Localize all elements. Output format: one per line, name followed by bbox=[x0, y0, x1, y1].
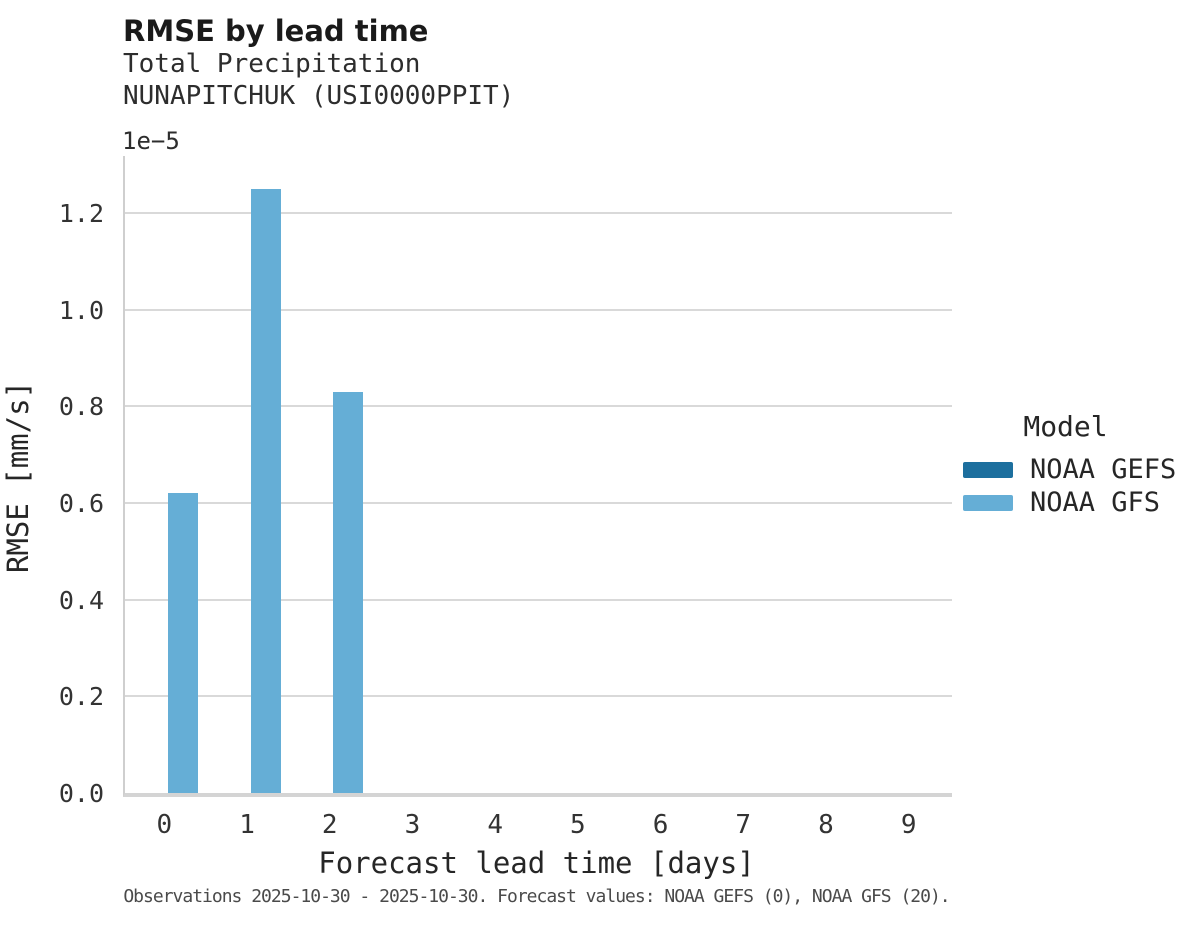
legend-entry-noaa-gefs: NOAA GEFS bbox=[963, 453, 1178, 486]
y-tick-label-1.0: 1.0 bbox=[58, 295, 104, 325]
legend-label-noaa-gefs: NOAA GEFS bbox=[1030, 454, 1177, 485]
y-tick-label-0.4: 0.4 bbox=[58, 585, 104, 615]
legend-entry-noaa-gfs: NOAA GFS bbox=[963, 486, 1178, 519]
gridline-y-0.4 bbox=[125, 598, 952, 601]
x-tick-label-0: 0 bbox=[156, 810, 173, 840]
gridline-y-1.2 bbox=[125, 212, 952, 215]
y-tick-label-0.8: 0.8 bbox=[58, 392, 104, 422]
y-tick-label-0.6: 0.6 bbox=[58, 489, 104, 518]
chart-title: RMSE by lead time bbox=[123, 14, 429, 48]
y-axis-scale-offset: 1e−5 bbox=[122, 127, 180, 155]
legend-title: Model bbox=[1023, 410, 1108, 443]
bar-noaa-gfs-lead-0 bbox=[167, 493, 198, 793]
y-tick-label-0.2: 0.2 bbox=[58, 682, 104, 712]
x-tick-label-9: 9 bbox=[900, 810, 917, 840]
x-tick-label-7: 7 bbox=[735, 810, 752, 840]
y-tick-label-1.2: 1.2 bbox=[58, 199, 104, 229]
bar-noaa-gfs-lead-2 bbox=[333, 391, 364, 793]
chart-subtitle-station: NUNAPITCHUK (USI0000PPIT) bbox=[123, 81, 515, 111]
footer-caption: Observations 2025-10-30 - 2025-10-30. Fo… bbox=[123, 886, 950, 907]
x-tick-label-1: 1 bbox=[239, 810, 255, 840]
gridline-y-0.6 bbox=[125, 502, 952, 505]
bar-noaa-gfs-lead-1 bbox=[250, 188, 281, 793]
x-tick-label-5: 5 bbox=[570, 810, 586, 840]
chart-header: RMSE by lead time Total Precipitation NU… bbox=[123, 14, 514, 112]
x-tick-label-2: 2 bbox=[321, 810, 338, 840]
x-tick-label-8: 8 bbox=[818, 810, 834, 840]
legend-swatch-noaa-gfs bbox=[963, 494, 1013, 511]
legend-swatch-noaa-gefs bbox=[963, 461, 1013, 478]
gridline-y-0.2 bbox=[125, 695, 952, 698]
x-axis-label: Forecast lead time [days] bbox=[318, 846, 755, 880]
legend-label-noaa-gfs: NOAA GFS bbox=[1030, 487, 1161, 518]
x-tick-label-3: 3 bbox=[404, 810, 421, 840]
gridline-y-0.8 bbox=[125, 405, 952, 408]
legend: Model NOAA GEFS NOAA GFS bbox=[963, 410, 1178, 519]
x-tick-label-4: 4 bbox=[487, 810, 503, 840]
chart-subtitle-variable: Total Precipitation bbox=[123, 49, 421, 79]
y-tick-label-0.0: 0.0 bbox=[58, 779, 104, 808]
gridline-y-1.0 bbox=[125, 308, 952, 311]
x-tick-label-6: 6 bbox=[652, 810, 669, 840]
plot-area bbox=[123, 156, 952, 797]
